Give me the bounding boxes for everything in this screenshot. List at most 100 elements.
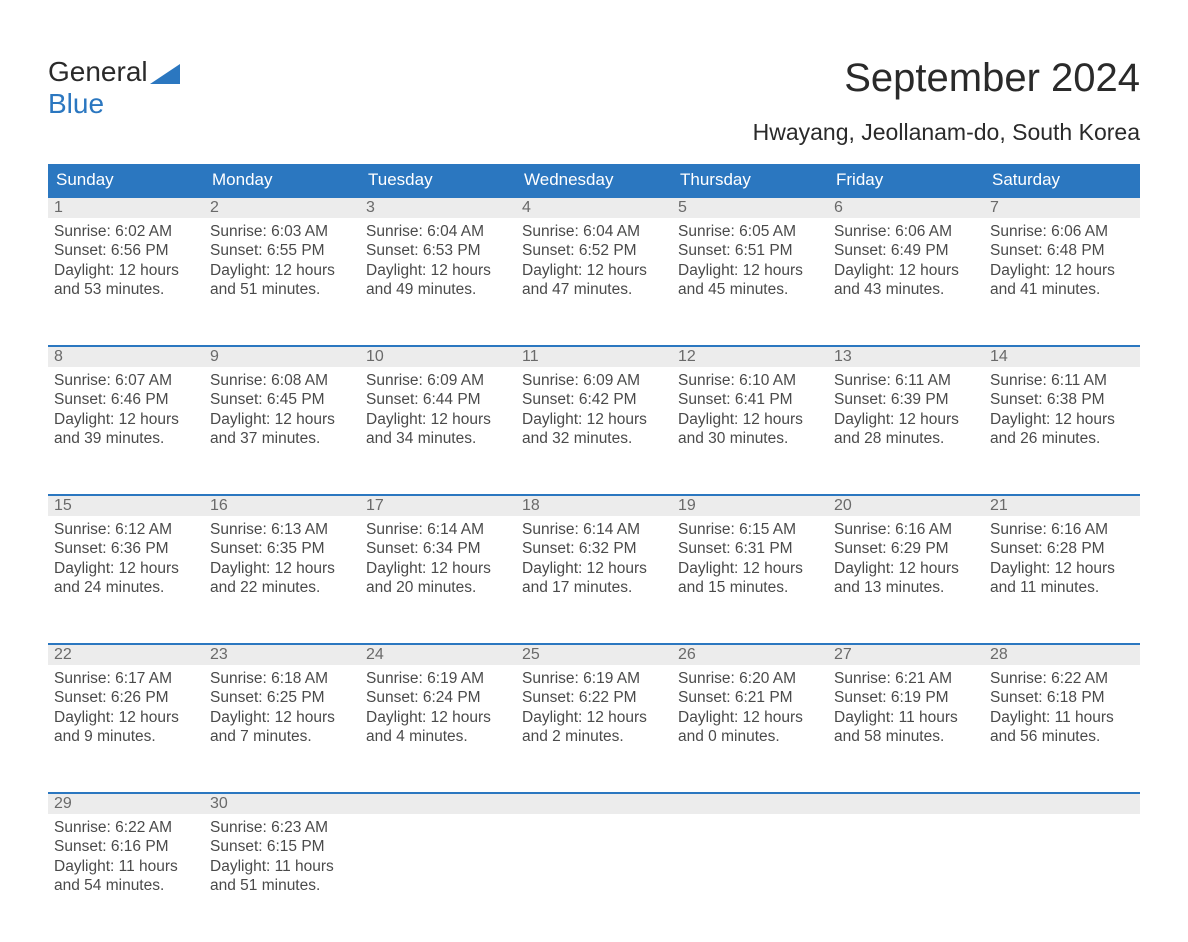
day-number: 26 (672, 644, 828, 665)
day-sunset: Sunset: 6:25 PM (210, 688, 354, 707)
day-sunset: Sunset: 6:26 PM (54, 688, 198, 707)
day-cell: Sunrise: 6:15 AMSunset: 6:31 PMDaylight:… (672, 516, 828, 644)
day-dl1: Daylight: 12 hours (366, 410, 510, 429)
day-sunrise: Sunrise: 6:18 AM (210, 669, 354, 688)
day-number: 24 (360, 644, 516, 665)
day-cell: Sunrise: 6:10 AMSunset: 6:41 PMDaylight:… (672, 367, 828, 495)
day-dl1: Daylight: 12 hours (834, 410, 978, 429)
day-sunset: Sunset: 6:44 PM (366, 390, 510, 409)
day-dl2: and 22 minutes. (210, 578, 354, 597)
day-dl2: and 17 minutes. (522, 578, 666, 597)
day-dl1: Daylight: 12 hours (210, 261, 354, 280)
day-number: 15 (48, 495, 204, 516)
page-title: September 2024 (753, 56, 1140, 101)
day-number: 29 (48, 793, 204, 814)
day-dl1: Daylight: 12 hours (522, 261, 666, 280)
day-cell: Sunrise: 6:04 AMSunset: 6:52 PMDaylight:… (516, 218, 672, 346)
day-sunrise: Sunrise: 6:23 AM (210, 818, 354, 837)
day-number: 16 (204, 495, 360, 516)
day-cell: Sunrise: 6:07 AMSunset: 6:46 PMDaylight:… (48, 367, 204, 495)
day-dl2: and 51 minutes. (210, 280, 354, 299)
day-sunset: Sunset: 6:15 PM (210, 837, 354, 856)
day-sunrise: Sunrise: 6:11 AM (834, 371, 978, 390)
day-number: 25 (516, 644, 672, 665)
day-sunrise: Sunrise: 6:21 AM (834, 669, 978, 688)
day-number: 6 (828, 197, 984, 218)
day-dl2: and 54 minutes. (54, 876, 198, 895)
day-number-empty (984, 793, 1140, 814)
day-number: 11 (516, 346, 672, 367)
weekday-header: Saturday (984, 164, 1140, 197)
day-cell: Sunrise: 6:12 AMSunset: 6:36 PMDaylight:… (48, 516, 204, 644)
day-number-empty (360, 793, 516, 814)
day-number: 12 (672, 346, 828, 367)
day-cell: Sunrise: 6:14 AMSunset: 6:34 PMDaylight:… (360, 516, 516, 644)
day-sunset: Sunset: 6:52 PM (522, 241, 666, 260)
day-cell: Sunrise: 6:11 AMSunset: 6:39 PMDaylight:… (828, 367, 984, 495)
day-number: 9 (204, 346, 360, 367)
day-dl1: Daylight: 11 hours (210, 857, 354, 876)
day-dl2: and 20 minutes. (366, 578, 510, 597)
day-number-empty (516, 793, 672, 814)
day-cell-empty (828, 814, 984, 942)
day-dl2: and 9 minutes. (54, 727, 198, 746)
day-dl2: and 2 minutes. (522, 727, 666, 746)
day-sunrise: Sunrise: 6:14 AM (366, 520, 510, 539)
day-dl1: Daylight: 12 hours (522, 708, 666, 727)
day-number-empty (828, 793, 984, 814)
daycontent-row: Sunrise: 6:07 AMSunset: 6:46 PMDaylight:… (48, 367, 1140, 495)
day-sunrise: Sunrise: 6:02 AM (54, 222, 198, 241)
day-cell: Sunrise: 6:18 AMSunset: 6:25 PMDaylight:… (204, 665, 360, 793)
day-dl1: Daylight: 12 hours (366, 708, 510, 727)
day-number: 4 (516, 197, 672, 218)
day-number: 10 (360, 346, 516, 367)
day-dl1: Daylight: 11 hours (834, 708, 978, 727)
day-number: 19 (672, 495, 828, 516)
day-dl2: and 47 minutes. (522, 280, 666, 299)
day-sunrise: Sunrise: 6:07 AM (54, 371, 198, 390)
day-cell: Sunrise: 6:11 AMSunset: 6:38 PMDaylight:… (984, 367, 1140, 495)
day-sunset: Sunset: 6:48 PM (990, 241, 1134, 260)
day-dl2: and 4 minutes. (366, 727, 510, 746)
day-cell-empty (984, 814, 1140, 942)
day-sunset: Sunset: 6:39 PM (834, 390, 978, 409)
day-cell: Sunrise: 6:06 AMSunset: 6:49 PMDaylight:… (828, 218, 984, 346)
day-dl1: Daylight: 12 hours (990, 559, 1134, 578)
day-dl1: Daylight: 12 hours (990, 261, 1134, 280)
day-cell: Sunrise: 6:14 AMSunset: 6:32 PMDaylight:… (516, 516, 672, 644)
day-dl2: and 26 minutes. (990, 429, 1134, 448)
day-sunset: Sunset: 6:28 PM (990, 539, 1134, 558)
day-number: 5 (672, 197, 828, 218)
daynum-row: 22232425262728 (48, 644, 1140, 665)
day-dl2: and 13 minutes. (834, 578, 978, 597)
day-cell: Sunrise: 6:21 AMSunset: 6:19 PMDaylight:… (828, 665, 984, 793)
day-dl2: and 37 minutes. (210, 429, 354, 448)
day-dl1: Daylight: 12 hours (54, 410, 198, 429)
weekday-header-row: Sunday Monday Tuesday Wednesday Thursday… (48, 164, 1140, 197)
day-dl1: Daylight: 12 hours (54, 559, 198, 578)
day-sunrise: Sunrise: 6:03 AM (210, 222, 354, 241)
day-sunrise: Sunrise: 6:04 AM (522, 222, 666, 241)
day-sunset: Sunset: 6:22 PM (522, 688, 666, 707)
day-number: 13 (828, 346, 984, 367)
day-dl1: Daylight: 12 hours (54, 261, 198, 280)
day-number: 3 (360, 197, 516, 218)
day-sunrise: Sunrise: 6:16 AM (990, 520, 1134, 539)
day-sunrise: Sunrise: 6:09 AM (522, 371, 666, 390)
day-cell: Sunrise: 6:16 AMSunset: 6:29 PMDaylight:… (828, 516, 984, 644)
day-dl2: and 43 minutes. (834, 280, 978, 299)
day-sunset: Sunset: 6:21 PM (678, 688, 822, 707)
day-dl2: and 15 minutes. (678, 578, 822, 597)
weekday-header: Monday (204, 164, 360, 197)
day-dl1: Daylight: 12 hours (678, 708, 822, 727)
day-cell: Sunrise: 6:06 AMSunset: 6:48 PMDaylight:… (984, 218, 1140, 346)
flag-icon (150, 64, 180, 84)
daynum-row: 891011121314 (48, 346, 1140, 367)
location: Hwayang, Jeollanam-do, South Korea (753, 119, 1140, 146)
weekday-header: Sunday (48, 164, 204, 197)
day-dl2: and 53 minutes. (54, 280, 198, 299)
day-sunrise: Sunrise: 6:14 AM (522, 520, 666, 539)
day-sunset: Sunset: 6:55 PM (210, 241, 354, 260)
day-sunset: Sunset: 6:19 PM (834, 688, 978, 707)
day-sunset: Sunset: 6:36 PM (54, 539, 198, 558)
